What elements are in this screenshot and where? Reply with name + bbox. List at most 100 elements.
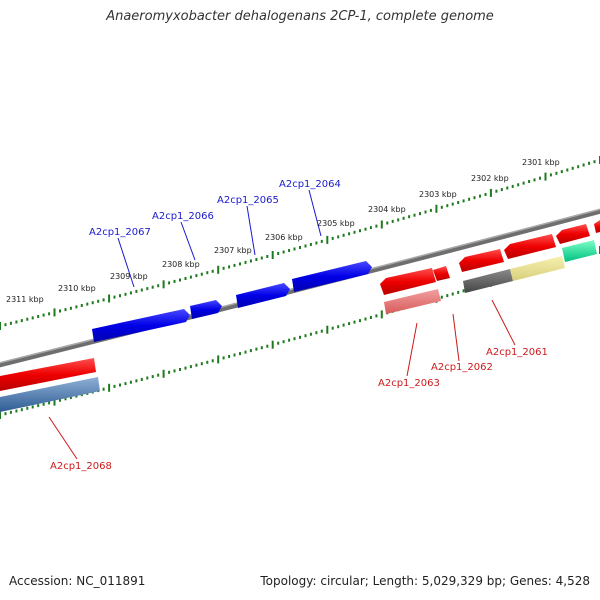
label-a2cp1-2068[interactable]: A2cp1_2068 [50, 461, 112, 472]
label-a2cp1-2063[interactable]: A2cp1_2063 [378, 378, 440, 389]
major-tick [162, 280, 165, 289]
minor-tick [359, 229, 361, 233]
minor-tick [348, 232, 351, 236]
minor-tick [500, 188, 503, 192]
minor-tick [195, 274, 198, 278]
gene-a2cp1-2065[interactable] [236, 283, 290, 308]
gene-block-red-b[interactable] [556, 224, 590, 244]
minor-tick [511, 184, 514, 188]
gene-block-steel[interactable] [0, 377, 100, 412]
minor-tick [135, 289, 138, 293]
label-a2cp1-2061[interactable]: A2cp1_2061 [486, 347, 548, 358]
gene-block-pink[interactable] [384, 289, 441, 314]
minor-tick [146, 376, 149, 380]
label-a2cp1-2064[interactable]: A2cp1_2064 [279, 179, 341, 190]
minor-tick [342, 323, 345, 327]
minor-tick [331, 326, 334, 330]
minor-tick [364, 227, 367, 231]
minor-tick [353, 230, 356, 234]
minor-tick [282, 340, 285, 344]
minor-tick [293, 247, 296, 251]
label-a2cp1-2062[interactable]: A2cp1_2062 [431, 362, 493, 373]
minor-tick [146, 287, 149, 291]
minor-tick [200, 272, 203, 276]
gene-labels: A2cp1_2064 A2cp1_2065 A2cp1_2066 A2cp1_2… [50, 179, 548, 472]
minor-tick [151, 285, 154, 289]
major-tick [489, 188, 492, 197]
minor-tick [244, 260, 247, 264]
minor-tick [446, 204, 449, 208]
minor-tick [260, 256, 263, 260]
minor-tick [239, 352, 241, 356]
minor-tick [157, 373, 160, 377]
minor-tick [69, 306, 72, 310]
minor-tick [168, 370, 171, 374]
label-a2cp1-2066[interactable]: A2cp1_2066 [152, 211, 214, 222]
minor-tick [320, 329, 323, 333]
major-tick [0, 322, 1, 330]
minor-tick [102, 298, 105, 302]
minor-tick [211, 359, 214, 363]
kbp-label: 2305 kbp [317, 219, 355, 228]
minor-tick [462, 289, 465, 293]
minor-tick [37, 404, 40, 408]
minor-tick [315, 331, 318, 335]
minor-tick [566, 168, 569, 172]
outer-tick-ring [0, 156, 600, 330]
minor-tick [206, 360, 209, 364]
minor-tick [539, 176, 541, 180]
minor-tick [299, 246, 301, 249]
gene-a2cp1-2066[interactable] [190, 300, 222, 319]
gene-block-yellow[interactable] [510, 256, 565, 281]
minor-tick [288, 338, 291, 342]
minor-tick [102, 387, 105, 391]
minor-tick [4, 323, 7, 327]
minor-tick [309, 243, 312, 246]
leader-2061 [491, 299, 516, 346]
minor-tick [369, 316, 372, 319]
gene-a2cp1-2063[interactable] [380, 268, 436, 295]
minor-tick [293, 337, 296, 341]
minor-tick [282, 250, 285, 254]
minor-tick [446, 294, 449, 298]
minor-tick [309, 332, 312, 336]
minor-tick [440, 205, 443, 209]
minor-tick [9, 410, 12, 414]
minor-tick [495, 189, 498, 193]
minor-tick [479, 194, 481, 198]
gene-a2cp1-2064[interactable] [292, 261, 372, 292]
minor-tick [233, 353, 236, 357]
minor-tick [331, 236, 334, 240]
kbp-label: 2301 kbp [522, 158, 560, 167]
major-tick [217, 265, 220, 274]
label-a2cp1-2065[interactable]: A2cp1_2065 [217, 195, 279, 206]
gene-a2cp1-2062[interactable] [433, 266, 450, 281]
gene-a2cp1-2067[interactable] [92, 309, 190, 342]
minor-tick [59, 398, 61, 402]
label-a2cp1-2067[interactable]: A2cp1_2067 [89, 227, 151, 238]
minor-tick [91, 301, 94, 305]
minor-tick [69, 396, 72, 399]
gene-block-gray[interactable] [463, 269, 513, 293]
gene-block-red-left[interactable] [0, 358, 96, 391]
minor-tick [364, 317, 367, 321]
minor-tick [200, 362, 203, 366]
minor-tick [140, 377, 143, 381]
minor-tick [151, 375, 154, 379]
gene-block-red-c[interactable] [594, 220, 600, 233]
minor-tick [266, 344, 269, 348]
minor-tick [577, 165, 580, 169]
minor-tick [315, 241, 318, 245]
gene-block-teal[interactable] [562, 240, 597, 262]
kbp-label: 2311 kbp [6, 295, 44, 304]
minor-tick [124, 292, 127, 296]
gene-block-red-a[interactable] [504, 234, 556, 259]
minor-tick [402, 216, 405, 220]
minor-tick [173, 279, 176, 283]
gene-a2cp1-2061[interactable] [459, 249, 504, 272]
minor-tick [64, 308, 67, 312]
kbp-label: 2310 kbp [58, 284, 96, 293]
minor-tick [26, 317, 29, 321]
minor-tick [517, 183, 520, 187]
